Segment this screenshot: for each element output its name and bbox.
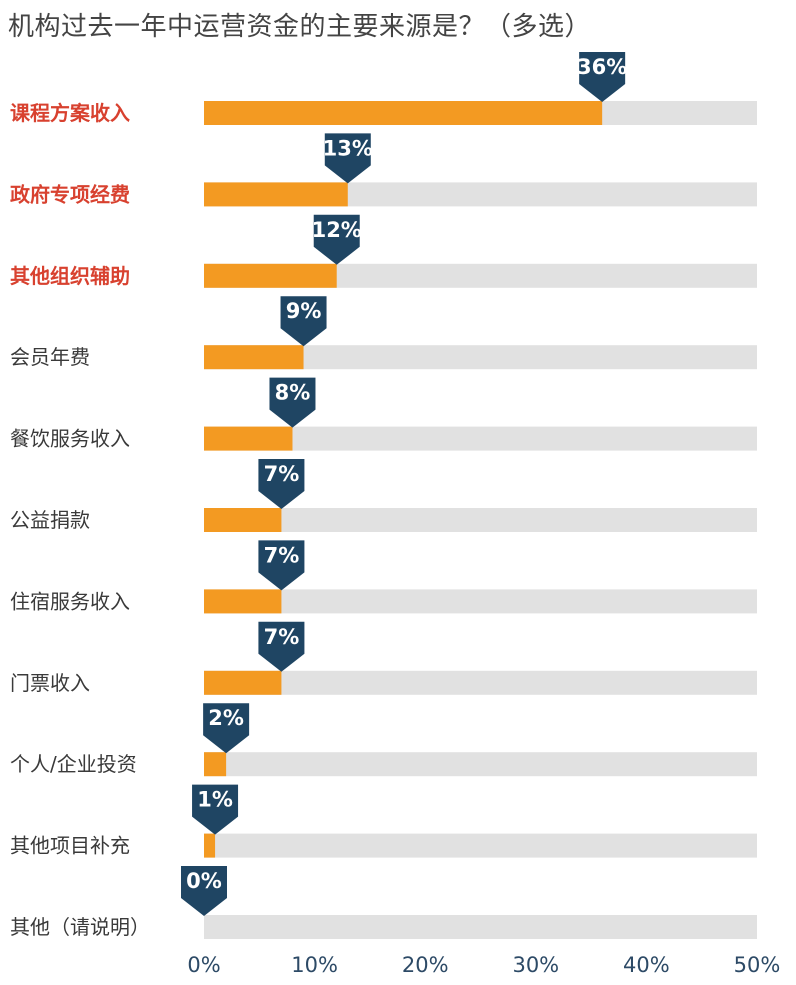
x-tick-label: 10%	[291, 953, 338, 977]
bar	[204, 182, 348, 207]
bar-track	[204, 752, 757, 777]
category-label: 公益捐款	[10, 508, 90, 532]
bar	[204, 670, 282, 695]
x-tick-label: 0%	[187, 953, 220, 977]
x-tick-label: 50%	[734, 953, 781, 977]
bar-track	[204, 426, 757, 451]
category-label: 门票收入	[10, 671, 90, 695]
category-label: 会员年费	[10, 345, 90, 369]
data-label: 8%	[275, 381, 311, 405]
bar	[204, 426, 293, 451]
data-label: 13%	[323, 136, 373, 160]
bar-track	[204, 508, 757, 532]
bar	[204, 101, 603, 125]
category-label: 餐饮服务收入	[10, 427, 130, 451]
bar	[204, 508, 282, 532]
x-tick-label: 40%	[623, 953, 670, 977]
bar	[204, 345, 304, 370]
category-label: 课程方案收入	[10, 101, 130, 125]
bar	[204, 589, 282, 614]
bar-track	[204, 915, 757, 939]
data-label: 12%	[312, 218, 362, 242]
value-marker	[203, 703, 250, 754]
data-label: 7%	[264, 543, 300, 567]
value-marker	[258, 621, 305, 672]
data-label: 2%	[208, 706, 244, 730]
value-marker	[324, 133, 371, 184]
category-label: 其他组织辅助	[10, 264, 130, 288]
x-tick-label: 20%	[402, 953, 449, 977]
category-label: 个人/企业投资	[10, 752, 137, 776]
bar-track	[204, 670, 757, 695]
category-label: 其他项目补充	[10, 834, 130, 858]
data-label: 1%	[197, 788, 233, 812]
value-marker	[258, 459, 305, 509]
value-marker	[313, 214, 360, 265]
bar	[204, 263, 337, 288]
value-marker	[181, 866, 227, 916]
bar	[204, 752, 227, 777]
data-label: 7%	[264, 462, 300, 486]
data-label: 36%	[577, 55, 627, 79]
bar-track	[204, 589, 757, 614]
data-label: 7%	[264, 625, 300, 649]
value-marker	[258, 540, 305, 591]
category-label: 其他（请说明）	[10, 915, 150, 939]
bar-track	[204, 833, 757, 858]
value-marker	[192, 784, 239, 835]
data-label: 0%	[186, 869, 222, 893]
category-label: 住宿服务收入	[10, 589, 130, 613]
value-marker	[269, 377, 316, 428]
data-label: 9%	[286, 299, 322, 323]
x-tick-label: 30%	[512, 953, 559, 977]
value-marker	[280, 296, 327, 347]
value-marker	[579, 52, 626, 102]
chart-title: 机构过去一年中运营资金的主要来源是？（多选）	[8, 12, 592, 42]
bar	[204, 833, 216, 858]
category-label: 政府专项经费	[10, 182, 130, 206]
